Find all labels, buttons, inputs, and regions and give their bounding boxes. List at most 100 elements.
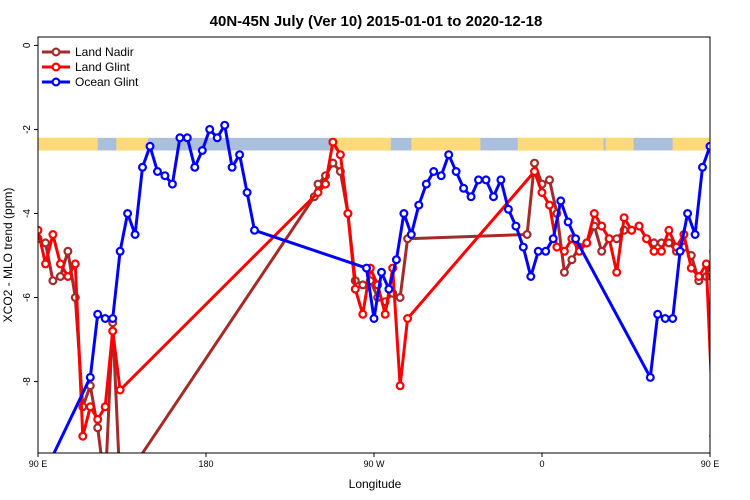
data-point-land-nadir — [559, 267, 569, 277]
data-point-land-glint — [634, 221, 644, 231]
data-point-land-glint — [85, 402, 95, 412]
data-point-ocean-glint — [563, 217, 573, 227]
data-point-ocean-glint — [690, 230, 700, 240]
data-point-ocean-glint — [668, 314, 678, 324]
data-point-land-nadir — [612, 234, 622, 244]
y-tick-label: -2 — [22, 125, 33, 134]
data-point-ocean-glint — [406, 230, 416, 240]
data-point-land-glint — [100, 402, 110, 412]
data-point-land-glint — [335, 150, 345, 160]
data-point-ocean-glint — [474, 175, 484, 185]
data-point-land-glint — [380, 309, 390, 319]
data-point-land-glint — [733, 403, 740, 410]
data-point-land-glint — [321, 179, 331, 189]
data-point-land-glint — [559, 246, 569, 256]
series-line-ocean-glint — [52, 123, 710, 453]
data-point-ocean-glint — [421, 179, 431, 189]
land-band-segment — [336, 137, 391, 151]
data-point-ocean-glint — [138, 162, 148, 172]
data-point-ocean-glint — [436, 171, 446, 181]
data-point-land-glint — [93, 414, 103, 424]
data-point-land-glint — [649, 246, 659, 256]
data-point-ocean-glint — [503, 204, 513, 214]
data-point-land-glint — [537, 188, 547, 198]
data-point-land-glint — [718, 403, 725, 410]
data-point-land-glint — [740, 328, 747, 335]
data-point-land-glint — [725, 416, 732, 423]
land-band-segment — [517, 137, 604, 151]
data-point-ocean-glint — [242, 188, 252, 198]
data-point-ocean-glint — [108, 314, 118, 324]
data-point-ocean-glint — [369, 314, 379, 324]
x-tick-label: 90 W — [363, 459, 385, 469]
data-point-ocean-glint — [235, 150, 245, 160]
data-point-land-nadir — [709, 248, 710, 254]
data-point-land-glint — [701, 259, 710, 269]
data-point-ocean-glint — [697, 162, 707, 172]
data-point-land-glint — [70, 259, 80, 269]
data-point-land-glint — [686, 263, 696, 273]
legend-marker — [51, 62, 61, 72]
x-tick-label: 180 — [198, 459, 213, 469]
data-point-land-glint — [582, 238, 592, 248]
data-point-land-glint — [694, 272, 704, 282]
data-point-ocean-glint — [722, 172, 729, 179]
data-point-land-nadir — [117, 483, 124, 490]
legend-marker — [51, 47, 61, 57]
data-point-ocean-glint — [197, 146, 207, 156]
data-point-land-glint — [313, 188, 323, 198]
data-point-ocean-glint — [391, 255, 401, 265]
y-tick-label: 0 — [22, 42, 33, 48]
data-point-ocean-glint — [571, 234, 581, 244]
data-point-land-glint — [395, 381, 405, 391]
data-point-ocean-glint — [250, 225, 260, 235]
data-point-ocean-glint — [85, 372, 95, 382]
data-point-land-glint — [552, 242, 562, 252]
series-line-land-nadir — [38, 161, 710, 453]
data-point-land-nadir — [358, 280, 368, 290]
data-point-ocean-glint — [35, 483, 42, 490]
data-point-land-glint — [604, 234, 614, 244]
y-axis-label: XCO2 - MLO trend (ppm) — [1, 188, 15, 323]
data-point-land-glint — [664, 225, 674, 235]
data-point-land-nadir — [567, 255, 577, 265]
data-point-land-nadir — [733, 382, 740, 389]
y-tick-label: -6 — [22, 293, 33, 302]
data-point-land-nadir — [102, 483, 109, 490]
data-point-ocean-glint — [533, 246, 543, 256]
data-point-land-glint — [358, 309, 368, 319]
data-point-ocean-glint — [429, 167, 439, 177]
legend-marker — [51, 77, 61, 87]
data-point-land-nadir — [522, 230, 532, 240]
data-point-ocean-glint — [548, 234, 558, 244]
data-point-land-nadir — [63, 246, 73, 256]
data-point-land-glint — [627, 225, 637, 235]
data-point-ocean-glint — [714, 168, 721, 175]
data-point-ocean-glint — [653, 309, 663, 319]
data-point-land-nadir — [48, 276, 58, 286]
x-axis-label: Longitude — [349, 477, 402, 491]
y-tick-label: -8 — [22, 377, 33, 386]
data-point-land-glint — [709, 433, 710, 439]
data-point-ocean-glint — [130, 230, 140, 240]
data-point-land-nadir — [740, 424, 747, 431]
data-point-ocean-glint — [660, 314, 670, 324]
data-point-land-glint — [544, 200, 554, 210]
data-point-land-glint — [63, 272, 73, 282]
data-point-ocean-glint — [511, 221, 521, 231]
land-band-segment — [672, 137, 710, 151]
data-point-land-glint — [328, 137, 338, 147]
chart-title: 40N-45N July (Ver 10) 2015-01-01 to 2020… — [210, 13, 543, 30]
legend-item-land-glint: Land Glint — [42, 60, 130, 74]
series-land-nadir — [38, 158, 747, 490]
data-point-ocean-glint — [518, 242, 528, 252]
x-tick-label: 0 — [539, 459, 544, 469]
data-point-land-nadir — [55, 272, 65, 282]
data-point-ocean-glint — [220, 120, 230, 130]
data-point-land-glint — [108, 326, 118, 336]
data-point-ocean-glint — [212, 133, 222, 143]
data-point-ocean-glint — [414, 200, 424, 210]
data-point-ocean-glint — [175, 133, 185, 143]
legend-label: Land Nadir — [75, 45, 134, 59]
